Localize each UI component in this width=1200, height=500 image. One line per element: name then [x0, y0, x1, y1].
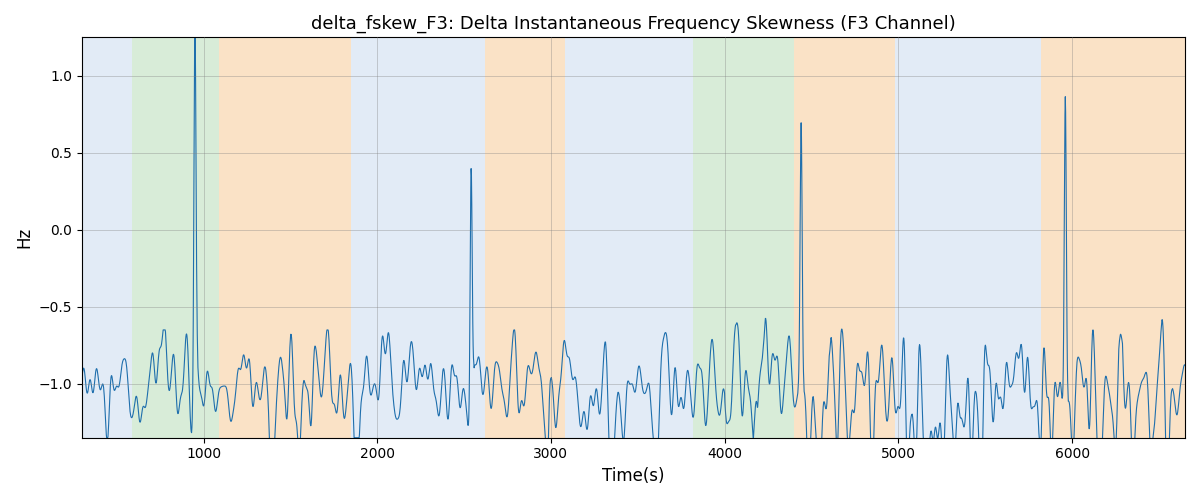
Title: delta_fskew_F3: Delta Instantaneous Frequency Skewness (F3 Channel): delta_fskew_F3: Delta Instantaneous Freq… [311, 15, 956, 34]
Y-axis label: Hz: Hz [14, 227, 32, 248]
Bar [485, 38, 565, 438]
Bar [220, 38, 352, 438]
Bar [1040, 38, 1184, 438]
Bar [694, 38, 794, 438]
Bar [352, 38, 485, 438]
Bar [794, 38, 895, 438]
Bar [565, 38, 694, 438]
X-axis label: Time(s): Time(s) [602, 467, 665, 485]
Bar [82, 38, 132, 438]
Bar [895, 38, 1040, 438]
Bar [132, 38, 220, 438]
